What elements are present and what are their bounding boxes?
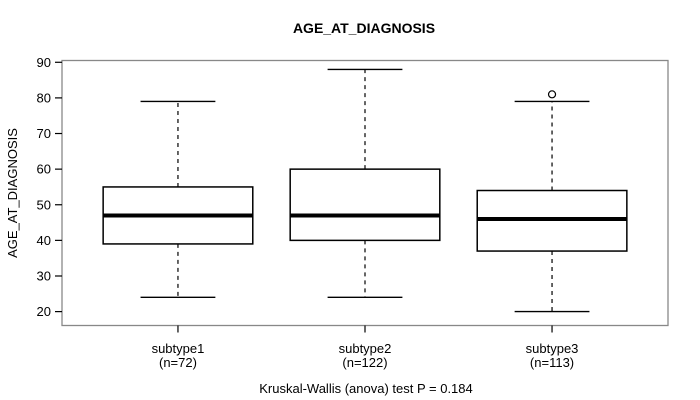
boxplot-subtype2-count-label: (n=122) [342,355,387,370]
boxplot-subtype3-count-label: (n=113) [530,355,574,370]
y-tick-label: 30 [37,268,51,283]
y-tick-label: 50 [37,197,51,212]
y-tick-label: 80 [37,90,51,105]
y-axis-label: AGE_AT_DIAGNOSIS [5,128,20,258]
y-tick-label: 60 [37,162,51,177]
boxplot-subtype1-count-label: (n=72) [159,355,197,370]
y-tick-label: 40 [37,233,51,248]
y-tick-label: 90 [37,55,51,70]
plot-layer: 2030405060708090subtype1(n=72)subtype2(n… [37,55,669,370]
boxplot-subtype3-outlier [547,90,557,99]
boxplot-subtype1-label: subtype1 [152,341,205,356]
y-tick-label: 70 [37,126,51,141]
y-tick-label: 20 [37,304,51,319]
boxplot-subtype2-label: subtype2 [339,341,392,356]
chart-title: AGE_AT_DIAGNOSIS [293,20,435,36]
boxplot-subtype2-box [289,168,441,242]
stat-test-note: Kruskal-Wallis (anova) test P = 0.184 [259,381,473,396]
boxplot-subtype3-label: subtype3 [526,341,579,356]
